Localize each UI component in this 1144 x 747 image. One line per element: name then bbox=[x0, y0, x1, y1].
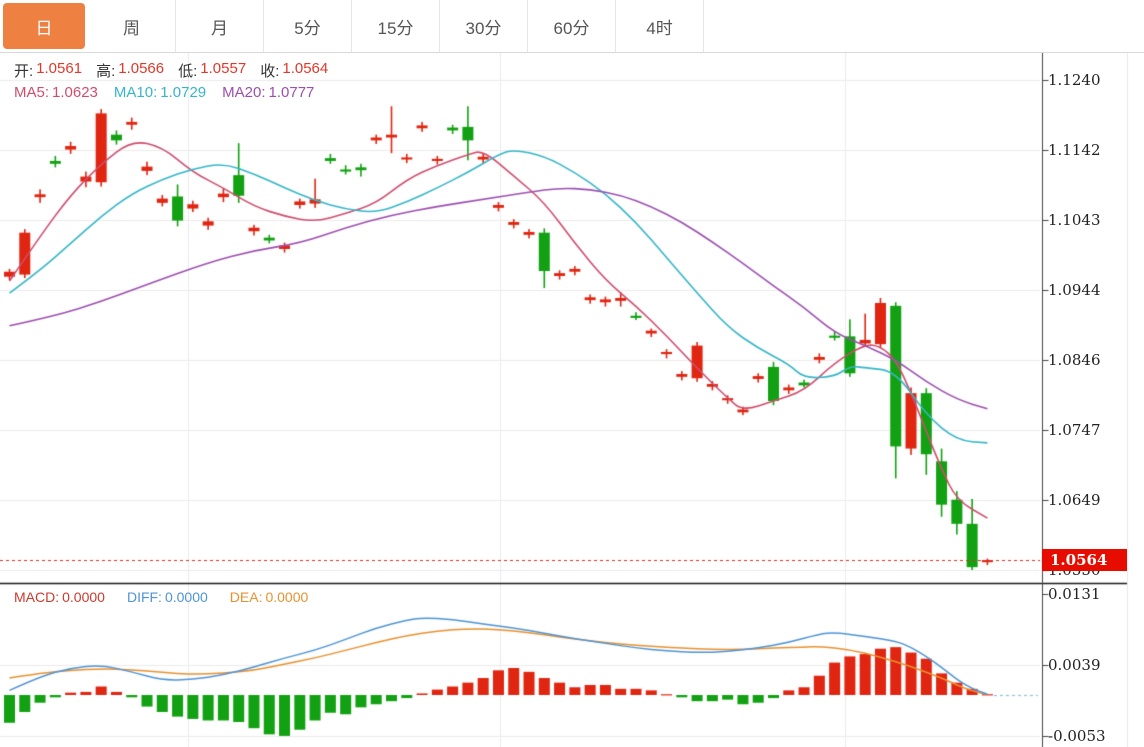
tab-30min-label: 30分 bbox=[465, 18, 502, 38]
price-axis-label: 1.1043 bbox=[1048, 211, 1101, 229]
tab-60min-label: 60分 bbox=[553, 18, 590, 38]
tab-4hour[interactable]: 4时 bbox=[616, 0, 704, 52]
price-axis-label: 1.0649 bbox=[1048, 491, 1101, 509]
high-readout: 高: 1.0566 bbox=[96, 60, 164, 81]
close-value: 1.0564 bbox=[282, 60, 329, 77]
ma10-readout: MA10: 1.0729 bbox=[114, 84, 206, 101]
tab-15min-label: 15分 bbox=[377, 18, 414, 38]
macd-readout: MACD: 0.0000 bbox=[14, 589, 105, 605]
price-axis-label: 1.0747 bbox=[1048, 421, 1101, 439]
ma5-readout: MA5: 1.0623 bbox=[14, 84, 98, 101]
price-axis-label: 1.0944 bbox=[1048, 281, 1101, 299]
macd-label: MACD: bbox=[14, 589, 60, 605]
open-readout: 开: 1.0561 bbox=[14, 60, 82, 81]
low-readout: 低: 1.0557 bbox=[178, 60, 246, 81]
ma20-value: 1.0777 bbox=[268, 84, 315, 101]
open-label: 开: bbox=[14, 63, 34, 80]
ohlc-legend: 开: 1.0561 高: 1.0566 低: 1.0557 收: 1.0564 bbox=[14, 60, 328, 81]
macd-axis-label: 0.0131 bbox=[1048, 585, 1101, 603]
diff-value: 0.0000 bbox=[164, 589, 208, 605]
tab-day-label: 日 bbox=[3, 3, 85, 49]
tab-15min[interactable]: 15分 bbox=[352, 0, 440, 52]
high-label: 高: bbox=[96, 63, 116, 80]
tab-day[interactable]: 日 bbox=[0, 0, 88, 52]
last-price-badge: 1.0564 bbox=[1042, 549, 1127, 571]
tab-week-label: 周 bbox=[123, 18, 140, 38]
price-axis-label: 1.0846 bbox=[1048, 351, 1101, 369]
tab-5min[interactable]: 5分 bbox=[264, 0, 352, 52]
tab-month-label: 月 bbox=[211, 18, 228, 38]
tab-30min[interactable]: 30分 bbox=[440, 0, 528, 52]
macd-axis-label: -0.0053 bbox=[1048, 727, 1106, 745]
ma-legend: MA5: 1.0623 MA10: 1.0729 MA20: 1.0777 bbox=[14, 84, 314, 101]
tab-week[interactable]: 周 bbox=[88, 0, 176, 52]
low-value: 1.0557 bbox=[200, 60, 247, 77]
ma10-value: 1.0729 bbox=[160, 84, 207, 101]
ma5-label: MA5: bbox=[14, 84, 50, 101]
price-axis-label: 1.1142 bbox=[1048, 141, 1101, 159]
diff-label: DIFF: bbox=[126, 589, 162, 605]
open-value: 1.0561 bbox=[36, 60, 83, 77]
ma5-value: 1.0623 bbox=[52, 84, 98, 101]
ma10-label: MA10: bbox=[113, 84, 158, 101]
dea-label: DEA: bbox=[229, 589, 263, 605]
close-readout: 收: 1.0564 bbox=[260, 60, 328, 81]
dea-readout: DEA: 0.0000 bbox=[230, 589, 309, 605]
tab-month[interactable]: 月 bbox=[176, 0, 264, 52]
macd-value: 0.0000 bbox=[62, 589, 105, 605]
close-label: 收: bbox=[260, 63, 280, 80]
tab-60min[interactable]: 60分 bbox=[528, 0, 616, 52]
tab-5min-label: 5分 bbox=[294, 18, 321, 38]
ma20-readout: MA20: 1.0777 bbox=[222, 84, 314, 101]
dea-value: 0.0000 bbox=[265, 589, 309, 605]
low-label: 低: bbox=[178, 63, 198, 80]
macd-legend: MACD: 0.0000 DIFF: 0.0000 DEA: 0.0000 bbox=[14, 589, 308, 605]
high-value: 1.0566 bbox=[118, 60, 165, 77]
tab-4hour-label: 4时 bbox=[646, 18, 673, 38]
macd-axis-label: 0.0039 bbox=[1048, 656, 1101, 674]
price-axis-label: 1.1240 bbox=[1048, 71, 1101, 89]
timeframe-tabbar: 日 周 月 5分 15分 30分 60分 4时 bbox=[0, 0, 1144, 53]
diff-readout: DIFF: 0.0000 bbox=[127, 589, 208, 605]
ma20-label: MA20: bbox=[222, 84, 266, 101]
